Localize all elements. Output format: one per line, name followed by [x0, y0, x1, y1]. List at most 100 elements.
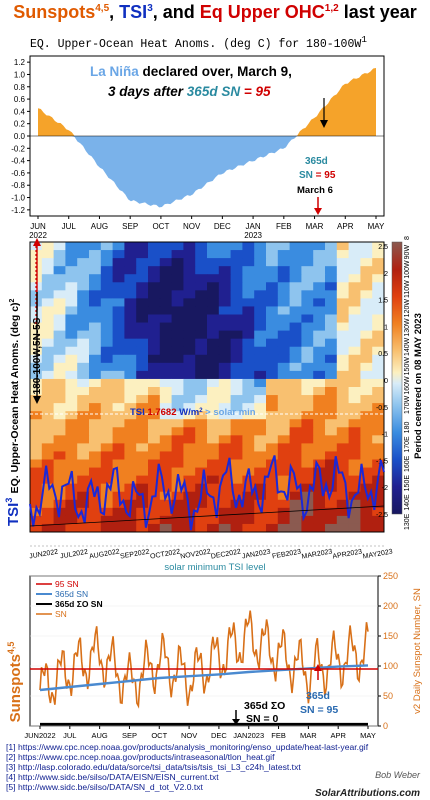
- heatmap-cell: [100, 266, 113, 275]
- heatmap-cell: [77, 459, 90, 468]
- heatmap-cell: [148, 419, 161, 428]
- heatmap-cell: [171, 491, 184, 501]
- heatmap-cell: [159, 290, 172, 299]
- heatmap-cell: [325, 274, 338, 283]
- heatmap-cell: [230, 266, 243, 275]
- heatmap-cell: [325, 290, 338, 299]
- heatmap-cell: [100, 419, 113, 428]
- heatmap-cell: [277, 483, 290, 493]
- heatmap-cell: [41, 483, 54, 493]
- heatmap-cell: [313, 378, 326, 388]
- heatmap-cell: [207, 387, 220, 396]
- heatmap-cell: [112, 298, 125, 307]
- heatmap-cell: [77, 346, 90, 356]
- lon-tick-label: 130W: [404, 318, 411, 337]
- heatmap-cell: [136, 242, 149, 251]
- heatmap-cell: [89, 507, 102, 517]
- heatmap-cell: [277, 499, 290, 509]
- solar-min-label: solar minimum TSI level: [164, 562, 265, 573]
- heatmap-month-label: JUL2022: [60, 549, 89, 561]
- heatmap-cell: [124, 298, 137, 307]
- heatmap-cell: [325, 346, 338, 356]
- heatmap-cell: [277, 290, 290, 299]
- heatmap-cell: [89, 314, 102, 323]
- heatmap-cell: [336, 395, 349, 404]
- heatmap-cell: [207, 467, 220, 477]
- heatmap-cell: [254, 346, 267, 356]
- heatmap-cell: [230, 427, 243, 436]
- heatmap-cell: [195, 362, 208, 372]
- heatmap-cell: [266, 378, 279, 388]
- heatmap-cell: [195, 403, 208, 412]
- heatmap-cell: [313, 419, 326, 428]
- heatmap-cell: [348, 387, 361, 396]
- heatmap-cell: [41, 250, 54, 259]
- heatmap-cell: [136, 427, 149, 436]
- heatmap-cell: [277, 314, 290, 323]
- heatmap-cell: [218, 395, 231, 404]
- heatmap-cell: [195, 338, 208, 348]
- heatmap-cell: [218, 338, 231, 348]
- heatmap-cell: [207, 330, 220, 340]
- heatmap-cell: [148, 483, 161, 493]
- heatmap-cell: [348, 515, 361, 525]
- heatmap-cell: [348, 395, 361, 404]
- heatmap-cell: [136, 306, 149, 315]
- heatmap-cell: [254, 322, 267, 332]
- heatmap-cell: [148, 362, 161, 372]
- heatmap-cell: [266, 483, 279, 493]
- heatmap-cell: [289, 459, 302, 468]
- heatmap-cell: [336, 282, 349, 291]
- heatmap-cell: [65, 483, 78, 493]
- heatmap-cell: [183, 306, 196, 315]
- heatmap-month-label: MAR2023: [301, 548, 333, 560]
- heatmap-cell: [195, 354, 208, 364]
- heatmap-cell: [41, 435, 54, 444]
- heatmap-cell: [136, 419, 149, 428]
- heatmap-cell: [313, 266, 326, 275]
- heatmap-cell: [30, 411, 43, 420]
- heatmap-cell: [148, 378, 161, 388]
- heatmap-cell: [53, 266, 66, 275]
- heatmap-cell: [336, 443, 349, 452]
- heatmap-cell: [325, 443, 338, 452]
- heatmap-cell: [112, 443, 125, 452]
- lon-tick-label: 90W: [404, 245, 411, 260]
- heatmap-cell: [301, 266, 314, 275]
- heatmap-cell: [301, 403, 314, 412]
- heatmap-cell: [336, 435, 349, 444]
- heatmap-cell: [218, 354, 231, 364]
- heatmap-cell: [77, 419, 90, 428]
- heatmap-cell: [266, 515, 279, 525]
- lon-tick-label: 150E: [404, 475, 411, 492]
- heatmap-cell: [183, 298, 196, 307]
- heatmap-cell: [230, 483, 243, 493]
- heatmap-cell: [230, 242, 243, 251]
- heatmap-cell: [65, 274, 78, 283]
- heatmap-cell: [89, 475, 102, 485]
- lon-tick-label: 160W: [404, 376, 411, 395]
- heatmap-cell: [53, 354, 66, 364]
- heatmap-cell: [254, 507, 267, 517]
- heatmap-cell: [218, 362, 231, 372]
- heatmap-cell: [254, 298, 267, 307]
- heatmap-cell: [195, 419, 208, 428]
- heatmap-cell: [159, 459, 172, 468]
- heatmap-cell: [254, 266, 267, 275]
- heatmap-cell: [183, 403, 196, 412]
- heatmap-cell: [242, 427, 255, 436]
- heatmap-cell: [89, 330, 102, 340]
- heatmap-cell: [254, 338, 267, 348]
- heatmap-cell: [183, 435, 196, 444]
- heatmap-cell: [136, 274, 149, 283]
- heatmap-cell: [112, 459, 125, 468]
- heatmap-cell: [266, 346, 279, 356]
- heatmap-cell: [195, 306, 208, 315]
- heatmap-cell: [313, 314, 326, 323]
- lanina-annotation: La Niña declared over, March 9,: [90, 64, 292, 79]
- heatmap-cell: [230, 362, 243, 372]
- heatmap-cell: [41, 499, 54, 509]
- heatmap-cell: [65, 306, 78, 315]
- heatmap-cell: [207, 354, 220, 364]
- heatmap-cell: [313, 491, 326, 501]
